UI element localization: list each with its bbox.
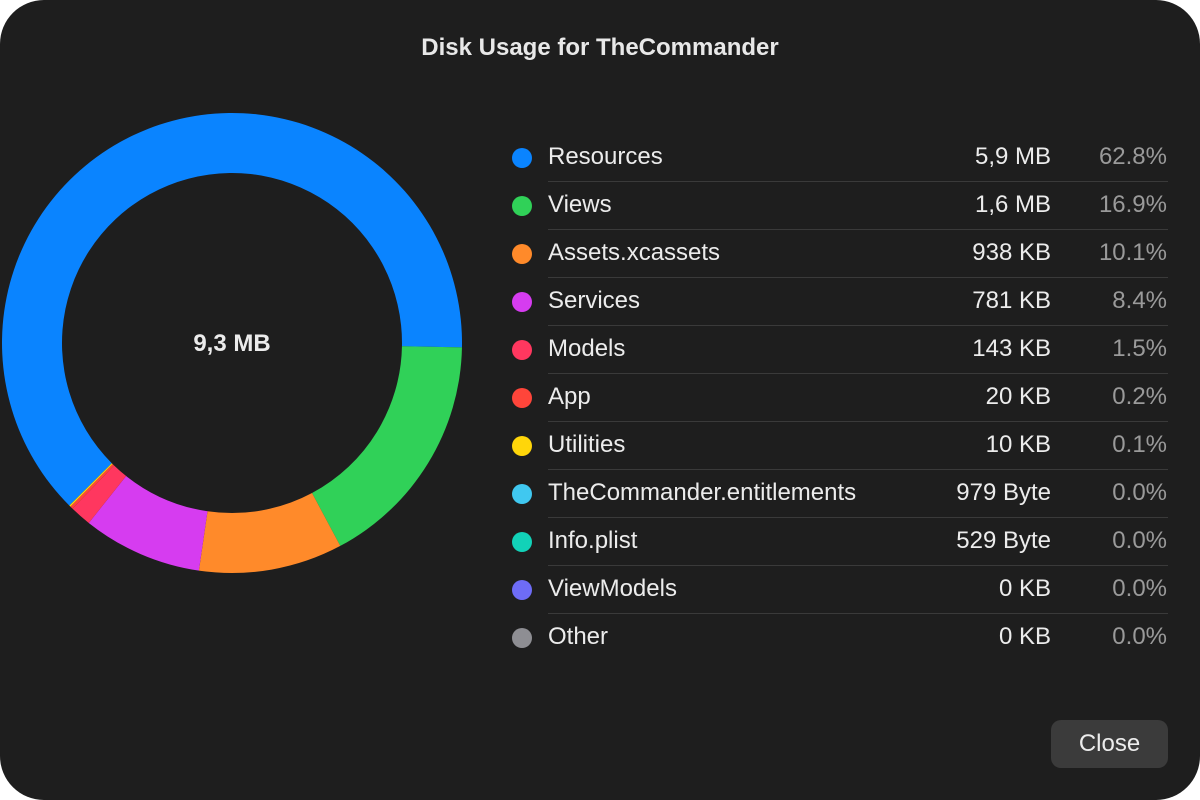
resources-color-dot-icon <box>512 148 532 168</box>
legend-row-app: App 20 KB 0.2% <box>510 374 1168 422</box>
close-button[interactable]: Close <box>1051 720 1168 768</box>
models-color-dot-icon <box>512 340 532 360</box>
row-divider <box>548 565 1168 566</box>
legend-item-name: Models <box>548 335 626 362</box>
legend-item-name: TheCommander.entitlements <box>548 479 857 506</box>
row-divider <box>548 517 1168 518</box>
legend-item-percent: 0.2% <box>1112 383 1167 410</box>
legend-item-name: App <box>548 383 591 410</box>
legend-row-models: Models 143 KB 1.5% <box>510 326 1168 374</box>
app-color-dot-icon <box>512 388 532 408</box>
legend-item-size: 1,6 MB <box>974 191 1051 218</box>
donut-slice-assets-xcassets <box>198 492 341 573</box>
row-divider <box>548 181 1168 182</box>
row-divider <box>548 277 1168 278</box>
donut-slice-resources <box>2 113 463 506</box>
legend-row-info-plist: Info.plist 529 Byte 0.0% <box>510 518 1168 566</box>
legend-item-name: Services <box>548 287 641 314</box>
donut-slice-app <box>70 463 115 509</box>
other-color-dot-icon <box>512 628 532 648</box>
legend-item-percent: 0.0% <box>1112 623 1167 650</box>
info-plist-color-dot-icon <box>512 532 532 552</box>
legend-item-size: 10 KB <box>985 431 1051 458</box>
viewmodels-color-dot-icon <box>512 580 532 600</box>
legend-row-entitlements: TheCommander.entitlements 979 Byte 0.0% <box>510 470 1168 518</box>
assets-color-dot-icon <box>512 244 532 264</box>
legend-item-name: Resources <box>548 143 663 170</box>
legend-item-name: Other <box>548 623 609 650</box>
donut-slice-utilities <box>69 463 113 507</box>
total-size-label: 9,3 MB <box>193 330 271 357</box>
legend-item-percent: 0.0% <box>1112 527 1167 554</box>
legend-item-name: Assets.xcassets <box>548 239 721 266</box>
legend-row-other: Other 0 KB 0.0% <box>510 614 1168 662</box>
donut-slice-views <box>312 346 462 546</box>
legend-item-size: 20 KB <box>985 383 1051 410</box>
legend-item-size: 979 Byte <box>956 479 1051 506</box>
legend-item-size: 0 KB <box>998 575 1051 602</box>
legend-item-size: 143 KB <box>972 335 1051 362</box>
legend-item-size: 938 KB <box>972 239 1051 266</box>
legend-item-percent: 1.5% <box>1112 335 1167 362</box>
row-divider <box>548 421 1168 422</box>
legend-item-size: 5,9 MB <box>974 143 1051 170</box>
legend-row-assets: Assets.xcassets 938 KB 10.1% <box>510 230 1168 278</box>
legend-item-percent: 62.8% <box>1098 143 1167 170</box>
disk-usage-donut-chart: 9,3 MB <box>0 80 480 620</box>
legend-item-name: Views <box>548 191 612 218</box>
views-color-dot-icon <box>512 196 532 216</box>
row-divider <box>548 325 1168 326</box>
legend-item-name: ViewModels <box>548 575 677 602</box>
legend-row-resources: Resources 5,9 MB 62.8% <box>510 134 1168 182</box>
donut-svg <box>2 113 463 573</box>
legend-item-percent: 16.9% <box>1098 191 1167 218</box>
dialog-title: Disk Usage for TheCommander <box>421 34 779 61</box>
legend-item-percent: 0.0% <box>1112 479 1167 506</box>
row-divider <box>548 229 1168 230</box>
donut-slice-services <box>88 476 208 571</box>
legend-item-percent: 0.1% <box>1112 431 1167 458</box>
row-divider <box>548 373 1168 374</box>
utilities-color-dot-icon <box>512 436 532 456</box>
legend-item-size: 529 Byte <box>956 527 1051 554</box>
donut-slice-models <box>72 465 127 523</box>
usage-legend-list: Resources 5,9 MB 62.8% Views 1,6 MB 16.9… <box>510 134 1168 662</box>
services-color-dot-icon <box>512 292 532 312</box>
legend-item-percent: 10.1% <box>1098 239 1167 266</box>
legend-row-views: Views 1,6 MB 16.9% <box>510 182 1168 230</box>
legend-item-name: Info.plist <box>548 527 638 554</box>
legend-row-utilities: Utilities 10 KB 0.1% <box>510 422 1168 470</box>
legend-row-services: Services 781 KB 8.4% <box>510 278 1168 326</box>
legend-item-name: Utilities <box>548 431 626 458</box>
entitlements-color-dot-icon <box>512 484 532 504</box>
row-divider <box>548 469 1168 470</box>
row-divider <box>548 613 1168 614</box>
legend-item-percent: 0.0% <box>1112 575 1167 602</box>
legend-item-size: 781 KB <box>972 287 1051 314</box>
legend-item-percent: 8.4% <box>1112 287 1167 314</box>
legend-row-viewmodels: ViewModels 0 KB 0.0% <box>510 566 1168 614</box>
legend-item-size: 0 KB <box>998 623 1051 650</box>
